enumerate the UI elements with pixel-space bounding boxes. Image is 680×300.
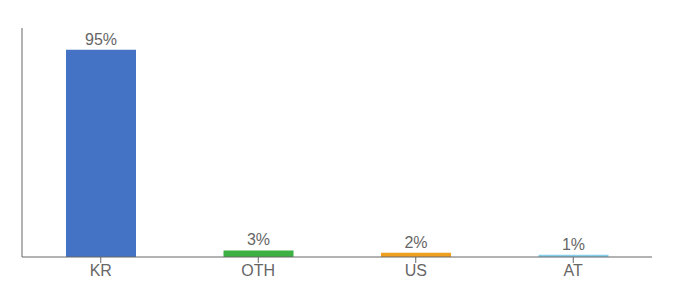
svg-text:US: US [405, 262, 427, 279]
svg-text:95%: 95% [85, 31, 117, 48]
svg-text:KR: KR [90, 262, 112, 279]
svg-text:3%: 3% [247, 231, 270, 248]
svg-text:2%: 2% [404, 234, 427, 251]
svg-text:1%: 1% [562, 236, 585, 253]
svg-text:OTH: OTH [241, 262, 275, 279]
svg-text:AT: AT [564, 262, 583, 279]
